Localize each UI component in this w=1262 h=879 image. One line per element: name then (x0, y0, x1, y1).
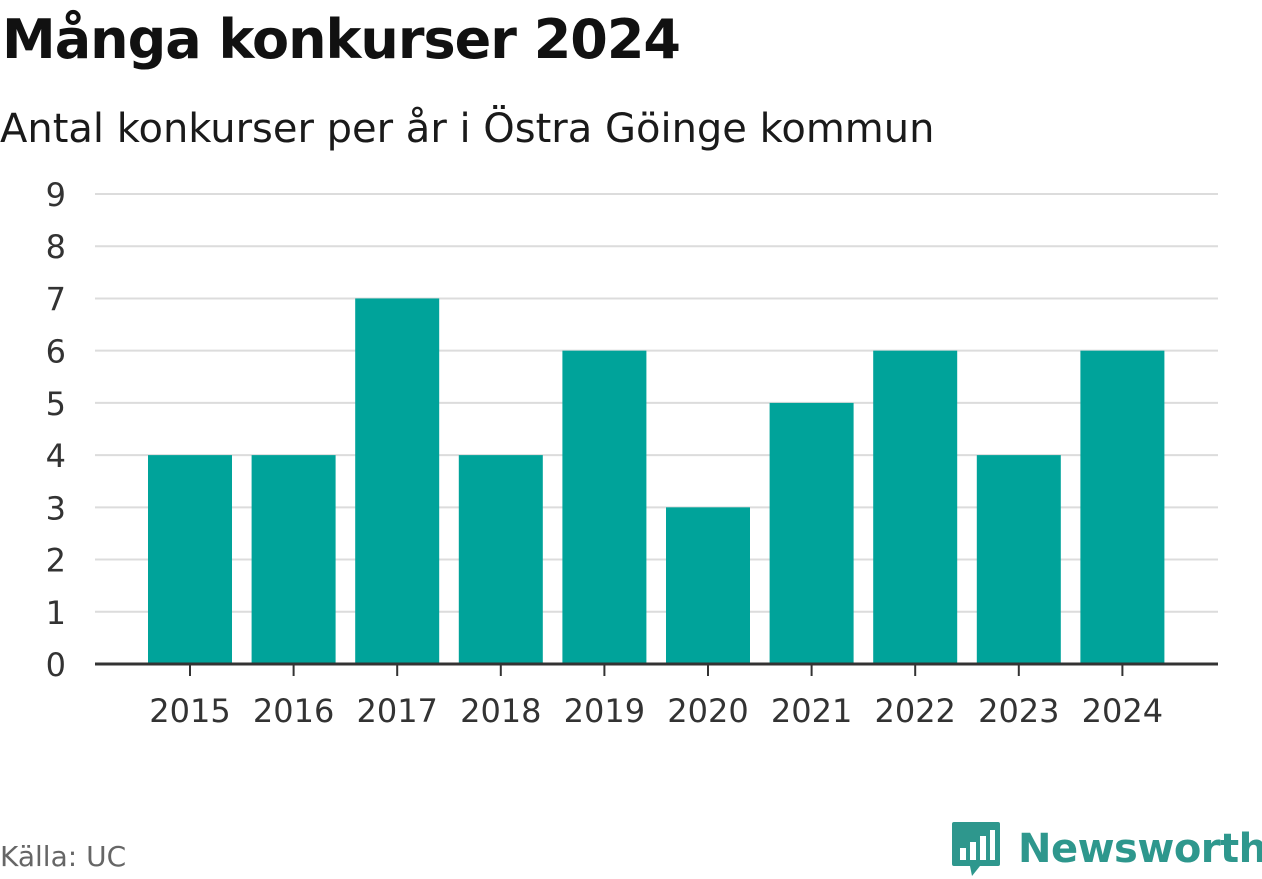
y-tick-label: 4 (46, 437, 66, 475)
chart-title: Många konkurser 2024 (2, 8, 681, 71)
x-tick-label: 2020 (667, 692, 748, 730)
x-tick-label: 2018 (460, 692, 541, 730)
bar-2016 (251, 455, 336, 664)
y-tick-label: 5 (46, 385, 66, 423)
bar-2020 (666, 507, 750, 664)
bar-2022 (873, 350, 958, 664)
x-axis: 2015 2016 2017 2018 2019 2020 2021 2022 2023 2024 (95, 662, 1218, 730)
brand-name: Newsworthy (1018, 826, 1262, 872)
bars (148, 298, 1165, 664)
brand-logo: Newsworthy (950, 820, 1262, 878)
y-tick-label: 2 (46, 542, 66, 580)
x-tick-label: 2019 (564, 692, 645, 730)
bar-2019 (562, 350, 647, 664)
y-axis-ticks: 0 1 2 3 4 5 6 7 8 9 (46, 176, 66, 684)
chart-subtitle: Antal konkurser per år i Östra Göinge ko… (0, 106, 935, 152)
x-tick-label: 2024 (1082, 692, 1163, 730)
y-tick-label: 9 (46, 176, 66, 214)
newsworthy-logo-icon (952, 822, 1000, 876)
x-tick-label: 2016 (253, 692, 334, 730)
x-tick-label: 2017 (356, 692, 437, 730)
y-tick-label: 7 (46, 280, 66, 318)
bar-2018 (458, 455, 543, 664)
y-tick-label: 8 (46, 228, 66, 266)
bar-2023 (976, 455, 1061, 664)
bar-2024 (1080, 350, 1165, 664)
y-tick-label: 1 (46, 594, 66, 632)
bar-2021 (769, 402, 854, 664)
bar-2017 (355, 298, 440, 664)
source-label: Källa: UC (0, 840, 127, 873)
y-tick-label: 0 (46, 646, 66, 684)
x-tick-label: 2021 (771, 692, 852, 730)
x-tick-label: 2022 (874, 692, 955, 730)
y-tick-label: 3 (46, 489, 66, 527)
y-tick-label: 6 (46, 333, 66, 371)
bar-2015 (148, 455, 232, 664)
x-tick-label: 2023 (978, 692, 1059, 730)
x-tick-label: 2015 (149, 692, 230, 730)
